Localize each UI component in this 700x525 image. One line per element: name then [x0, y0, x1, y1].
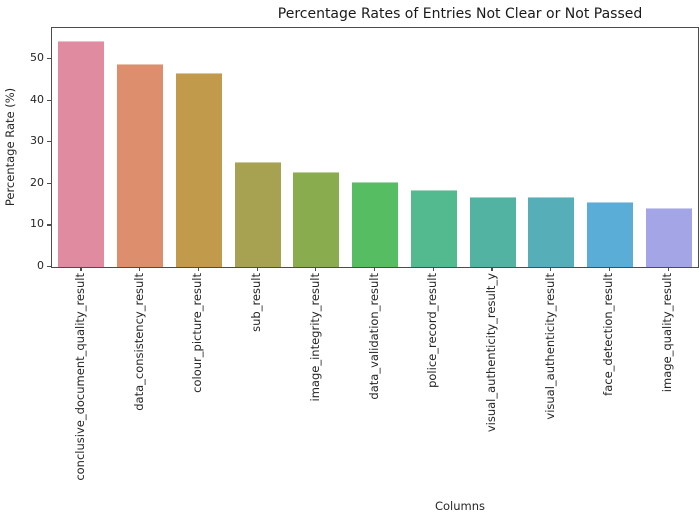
y-tick-label: 50 [30, 51, 44, 65]
x-tick-label: image_integrity_result [307, 273, 322, 402]
y-tick-label: 0 [37, 259, 44, 272]
bar-police_record_result [410, 189, 457, 267]
x-tick-label: image_quality_result [660, 273, 675, 393]
bar-slot [287, 28, 346, 267]
x-tick-mark [80, 267, 82, 271]
y-tick-mark [47, 141, 51, 143]
y-tick-mark [47, 224, 51, 226]
x-tick-mark [550, 267, 552, 271]
bar-slot [228, 28, 287, 267]
bar-slot [404, 28, 463, 267]
bar-slot [52, 28, 111, 267]
y-tick-label: 40 [30, 92, 44, 106]
bar-visual_authenticity_result_y [469, 196, 516, 267]
bar-face_detection_result [586, 202, 633, 267]
x-tick-mark [608, 267, 611, 271]
x-tick-label: police_record_result [425, 273, 440, 388]
y-tick-mark [47, 266, 51, 268]
x-tick-label: colour_picture_result [190, 273, 205, 393]
y-tick-mark [47, 182, 51, 185]
bar-visual_authenticity_result [528, 196, 575, 267]
bar-image_integrity_result [293, 172, 340, 267]
y-tick-mark [47, 58, 51, 60]
bar-slot [522, 28, 581, 267]
bar-slot [463, 28, 522, 267]
x-tick-label: data_validation_result [366, 273, 381, 400]
x-tick-mark [256, 267, 258, 271]
x-tick-label: sub_result [249, 273, 264, 332]
bar-sub_result [234, 161, 281, 267]
bar-slot [111, 28, 170, 267]
x-tick-label: conclusive_document_quality_result [72, 273, 87, 481]
x-tick-label: visual_authenticity_result_y [483, 273, 498, 433]
x-tick-label: data_consistency_result [131, 273, 146, 411]
bar-conclusive_document_quality_result [58, 40, 105, 267]
x-axis-label: Columns [434, 499, 486, 513]
bar-data_consistency_result [117, 64, 164, 267]
y-tick-label: 10 [30, 217, 44, 231]
x-tick-mark [197, 267, 199, 271]
x-tick-label: face_detection_result [601, 273, 616, 396]
bar-slot [639, 28, 698, 267]
x-tick-label: visual_authenticity_result [542, 273, 557, 420]
x-tick-mark [139, 267, 141, 271]
bar-slot [346, 28, 405, 267]
bar-image_quality_result [645, 208, 692, 267]
bar-data_validation_result [352, 182, 399, 267]
plot-area [51, 27, 699, 268]
chart-title: Percentage Rates of Entries Not Clear or… [277, 6, 643, 22]
bars-container [52, 28, 698, 267]
y-tick-label: 20 [30, 175, 44, 189]
y-tick-label: 30 [30, 134, 44, 148]
x-tick-mark [667, 267, 669, 271]
bar-slot [581, 28, 640, 267]
y-tick-mark [47, 99, 51, 101]
x-tick-mark [315, 267, 317, 271]
x-tick-mark [432, 267, 434, 271]
x-tick-mark [374, 267, 376, 271]
bar-slot [169, 28, 228, 267]
x-tick-mark [491, 267, 493, 271]
bar-colour_picture_result [175, 72, 222, 267]
